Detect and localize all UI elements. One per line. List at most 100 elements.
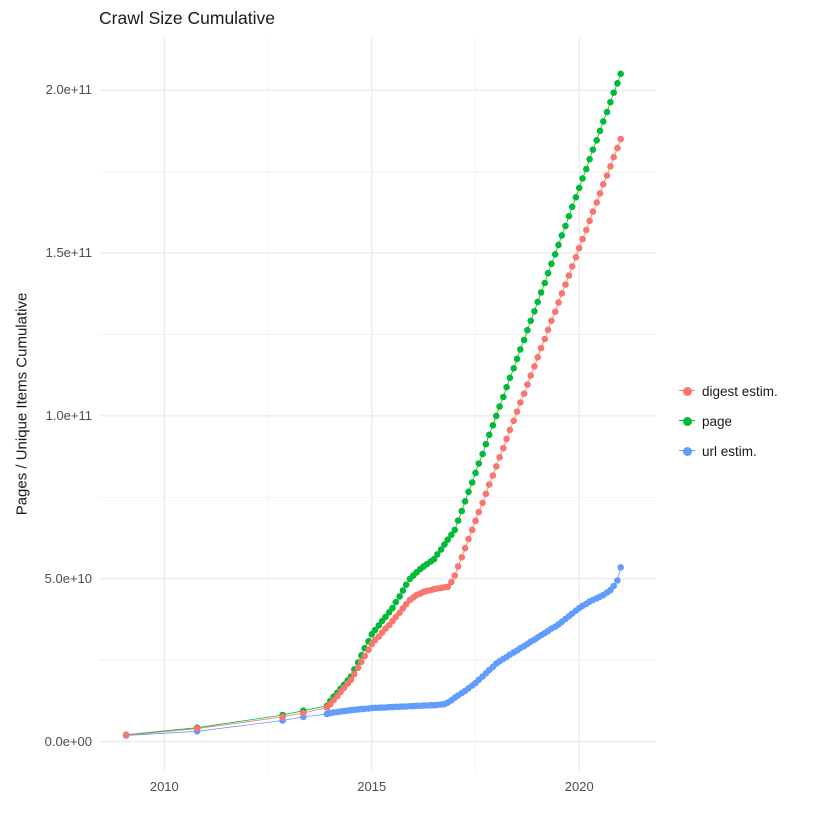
data-point [596, 127, 604, 135]
data-point [479, 450, 486, 458]
data-point [361, 652, 369, 660]
data-point [527, 317, 534, 325]
data-point [614, 80, 621, 87]
y-tick-label: 1.5e+11 [45, 245, 92, 260]
data-point [437, 546, 445, 553]
data-point [506, 426, 514, 434]
data-point [558, 290, 566, 297]
data-point [537, 289, 545, 296]
data-point [365, 646, 372, 654]
data-point [517, 346, 524, 353]
data-point [358, 658, 365, 666]
data-point [279, 713, 286, 721]
data-point [565, 212, 573, 220]
x-tick-label: 2010 [149, 779, 179, 794]
y-tick-label: 2.0e+11 [45, 82, 92, 98]
data-point [503, 383, 510, 391]
data-point [562, 222, 569, 230]
data-point [617, 135, 624, 143]
data-point [389, 604, 396, 612]
data-point [551, 251, 559, 258]
x-tick-label: 2020 [564, 779, 594, 794]
data-point [396, 593, 403, 600]
data-point [572, 194, 580, 201]
data-point [610, 582, 617, 590]
data-point [461, 498, 469, 505]
data-point [575, 244, 583, 252]
data-point [500, 393, 507, 401]
data-point [506, 374, 514, 382]
data-point [451, 526, 459, 534]
data-point [589, 208, 597, 215]
data-point [614, 144, 621, 152]
data-point [614, 577, 621, 584]
data-point [193, 725, 201, 732]
data-point [513, 408, 521, 416]
data-point [607, 98, 614, 106]
data-point [568, 203, 576, 211]
data-point [500, 444, 507, 452]
legend-item: url estim. [678, 436, 778, 466]
data-point [444, 583, 452, 591]
data-point [610, 153, 617, 161]
data-point [448, 578, 455, 586]
data-point [347, 676, 355, 684]
data-point [565, 272, 573, 279]
data-point [555, 299, 562, 306]
data-point [434, 551, 441, 558]
y-tick-label: 1.0e+11 [45, 407, 92, 423]
data-point [544, 326, 552, 334]
data-point [531, 363, 538, 370]
data-point [510, 417, 517, 425]
data-point [520, 336, 528, 344]
data-point [472, 469, 479, 477]
legend-label: page [702, 413, 733, 429]
data-point [593, 137, 600, 144]
data-point [458, 554, 466, 561]
data-point [485, 431, 493, 439]
data-point [600, 181, 607, 188]
legend-item: page [678, 406, 778, 436]
legend-label: url estim. [702, 443, 757, 459]
data-point [603, 172, 611, 179]
data-point [544, 269, 552, 277]
data-point [354, 664, 362, 671]
data-point [465, 488, 472, 496]
data-point [454, 517, 462, 524]
data-point [600, 118, 607, 125]
data-point [534, 298, 541, 306]
data-point [493, 463, 500, 470]
data-point [489, 422, 497, 429]
data-point [482, 440, 490, 448]
y-tick-label: 5.0e+10 [44, 570, 92, 586]
data-point [572, 253, 580, 261]
y-tick-label: 0.0e+00 [44, 733, 92, 749]
data-point [371, 626, 379, 634]
data-point [607, 163, 614, 170]
data-point [586, 217, 593, 225]
data-point [562, 281, 569, 288]
data-point [122, 731, 130, 739]
data-point [392, 598, 400, 606]
data-point [489, 472, 497, 479]
data-point [430, 555, 438, 563]
data-point [558, 232, 566, 239]
data-point [382, 613, 389, 621]
legend-label: digest estim. [702, 383, 778, 399]
data-point [510, 365, 517, 372]
x-tick-label: 2015 [357, 779, 387, 794]
data-point [541, 335, 549, 343]
data-point [465, 535, 472, 543]
data-point [496, 403, 503, 410]
data-point [548, 317, 555, 325]
data-point [475, 508, 483, 516]
data-point [458, 507, 466, 515]
data-point [496, 454, 503, 461]
data-point [583, 165, 590, 173]
data-point [617, 70, 624, 78]
legend: digest estim. page url estim. [678, 376, 778, 466]
data-point [475, 460, 483, 467]
data-point [468, 526, 476, 534]
data-point [596, 190, 604, 197]
data-point [441, 541, 448, 548]
